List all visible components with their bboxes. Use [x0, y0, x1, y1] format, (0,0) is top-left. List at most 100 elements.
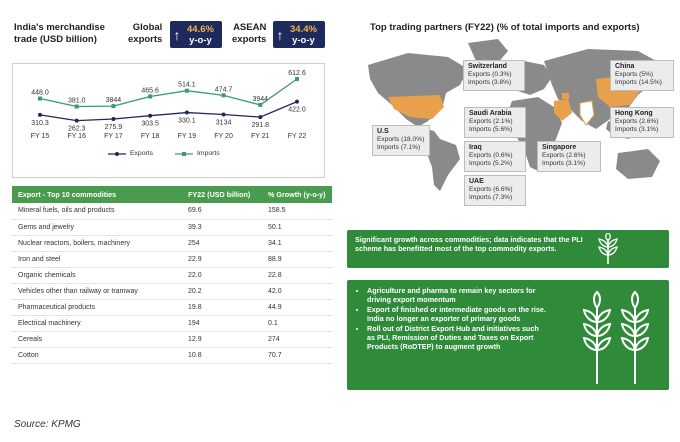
imports-data-label: 448.0 — [31, 90, 49, 97]
partner-exports: Exports (0.6%) — [469, 152, 513, 160]
partner-exports: Exports (5%) — [615, 71, 654, 79]
partner-name: Hong Kong — [615, 110, 653, 117]
partner-callout-iraq: Iraq Exports (0.6%) Imports (5.2%) — [464, 141, 526, 172]
map-landmass — [468, 39, 508, 65]
commodity-value: 20.2 — [182, 283, 262, 300]
commodity-growth: 0.1 — [262, 315, 332, 332]
partner-callout-singapore: Singapore Exports (2.6%) Imports (3.1%) — [537, 141, 601, 172]
commodity-value: 22.0 — [182, 267, 262, 284]
top-commodities-table: Export - Top 10 commodities FY22 (USD bi… — [12, 186, 332, 364]
asean-exports-label-2: exports — [232, 34, 267, 45]
x-tick-label: FY 21 — [251, 133, 270, 140]
table-row: Iron and steel 22.9 88.9 — [12, 251, 332, 268]
commodity-name: Nuclear reactors, boilers, machinery — [12, 235, 182, 252]
partner-callout-switzerland: Switzerland Exports (0.3%) Imports (3.8%… — [463, 60, 525, 91]
partner-exports: Exports (2.1%) — [469, 118, 513, 126]
x-tick-label: FY 16 — [67, 133, 86, 140]
chart-frame — [12, 63, 325, 178]
table-row: Cereals 12.9 274 — [12, 331, 332, 348]
commodity-value: 254 — [182, 235, 262, 252]
imports-point — [148, 94, 153, 99]
commodity-name: Electrical machinery — [12, 315, 182, 332]
partner-name: Singapore — [542, 144, 577, 151]
imports-point — [38, 96, 42, 101]
partner-name: U.S — [377, 128, 389, 135]
imports-data-label: 474.7 — [215, 86, 233, 93]
column-header-value: FY22 (USD billion) — [182, 186, 262, 203]
partner-callout-china: China Exports (5%) Imports (14.5%) — [610, 60, 674, 91]
global-exports-label-1: Global — [132, 22, 163, 33]
series-line-imports — [39, 78, 298, 108]
legend-imports-swatch — [175, 151, 194, 156]
arrow-up-icon: ↑ — [173, 26, 181, 43]
imports-point — [184, 88, 189, 93]
exports-data-label: 262.3 — [68, 126, 86, 133]
partner-imports: Imports (7.3%) — [469, 194, 513, 202]
exports-point — [295, 99, 299, 104]
exports-data-label: 330.1 — [178, 118, 196, 125]
commodity-growth: 70.7 — [262, 347, 332, 364]
chart-legend: Exports Imports — [108, 150, 220, 157]
partner-name: Iraq — [469, 144, 482, 151]
commodity-name: Mineral fuels, oils and products — [12, 203, 182, 220]
table-row: Mineral fuels, oils and products 69.6 158.… — [12, 203, 332, 220]
exports-data-label: 291.8 — [252, 122, 270, 129]
asean-exports-label-1: ASEAN — [233, 22, 267, 33]
partner-callout-uae: UAE Exports (6.6%) Imports (7.3%) — [464, 175, 526, 206]
imports-point — [221, 93, 226, 98]
commodity-value: 10.8 — [182, 347, 262, 364]
exports-data-label: 275.9 — [105, 124, 123, 131]
exports-point — [148, 113, 153, 118]
commodity-name: Vehicles other than railway or tramway — [12, 283, 182, 300]
x-tick-label: FY 15 — [31, 133, 50, 140]
legend-exports-swatch — [108, 151, 126, 156]
imports-point — [111, 104, 116, 109]
imports-data-label: 381.0 — [68, 98, 86, 105]
global-exports-badge: ↑ 44.6% y-o-y — [170, 21, 222, 48]
commodity-value: 39.3 — [182, 219, 262, 236]
exports-point — [184, 110, 189, 115]
wheat-icon — [598, 233, 618, 264]
map-country-india — [579, 100, 595, 126]
partners-title: Top trading partners (FY22) (% of total … — [370, 22, 640, 33]
map-country-iraq — [562, 93, 569, 99]
commodity-growth: 42.0 — [262, 283, 332, 300]
map-landmass — [368, 53, 468, 127]
commodity-value: 12.9 — [182, 331, 262, 348]
partner-exports: Exports (18.0%) — [377, 136, 425, 144]
commodity-value: 22.9 — [182, 251, 262, 268]
exports-data-label: 422.0 — [288, 107, 306, 114]
asean-exports-value: 34.4% — [290, 23, 317, 35]
insight-bullet: Agriculture and pharma to remain key sec… — [367, 286, 547, 304]
asean-exports-label: ASEAN exports — [232, 22, 266, 46]
x-tick-label: FY 18 — [141, 133, 160, 140]
exports-point — [38, 112, 42, 117]
imports-data-label: 465.6 — [141, 87, 159, 94]
insight-box-outlook: Agriculture and pharma to remain key sec… — [347, 280, 669, 390]
exports-point — [111, 116, 116, 121]
partner-imports: Imports (7.1%) — [377, 144, 421, 152]
chart-title: India's merchandise trade (USD billion) — [14, 22, 105, 46]
commodity-growth: 22.8 — [262, 267, 332, 284]
commodity-name: Cotton — [12, 347, 182, 364]
partner-imports: Imports (14.5%) — [615, 79, 662, 87]
commodity-growth: 158.5 — [262, 203, 332, 220]
insight-bullet: Export of finished or intermediate goods… — [367, 305, 547, 323]
global-exports-value: 44.6% — [187, 23, 214, 35]
table-header-row: Export - Top 10 commodities FY22 (USD bi… — [12, 186, 332, 203]
commodity-name: Pharmaceutical products — [12, 299, 182, 316]
commodity-growth: 34.1 — [262, 235, 332, 252]
partner-name: China — [615, 63, 635, 70]
imports-point — [258, 102, 263, 107]
imports-data-label: 3944 — [252, 96, 268, 103]
partner-imports: Imports (5.6%) — [469, 126, 513, 134]
x-tick-label: FY 20 — [214, 133, 233, 140]
map-landmass — [616, 149, 660, 179]
series-line-exports — [39, 101, 298, 122]
imports-data-label: 3844 — [106, 97, 122, 104]
trade-line-chart: 310.3 262.3 275.9 303.5 330.1 3134 291.8 422.0 4… — [31, 70, 307, 140]
partner-exports: Exports (0.3%) — [468, 71, 512, 79]
commodity-value: 69.6 — [182, 203, 262, 220]
commodity-growth: 88.9 — [262, 251, 332, 268]
commodity-value: 19.8 — [182, 299, 262, 316]
